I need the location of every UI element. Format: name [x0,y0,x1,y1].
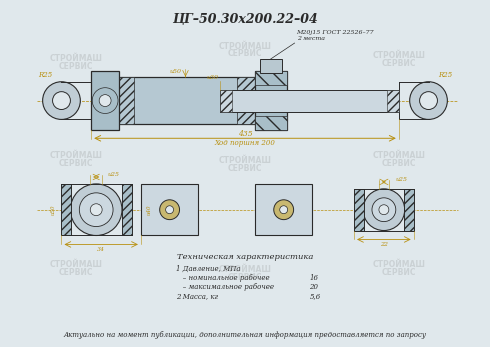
Text: СТРОЙМАШ: СТРОЙМАШ [50,54,103,64]
Text: СЕРВИС: СЕРВИС [382,59,416,68]
Bar [61,184,72,236]
Circle shape [280,206,288,214]
Text: М20ј15 ГОСТ 22526–77
2 места: М20ј15 ГОСТ 22526–77 2 места [296,30,374,41]
Text: СЕРВИС: СЕРВИС [228,163,262,172]
Circle shape [274,200,294,220]
Bar [237,77,255,124]
Circle shape [166,206,173,214]
Text: Актуально на момент публикации, дополнительная информация предоставляется по зап: Актуально на момент публикации, дополнит… [64,331,426,339]
Bar [255,71,287,85]
Text: и25: и25 [108,172,120,177]
Text: R25: R25 [438,71,452,79]
Bar [404,189,414,230]
Circle shape [90,204,102,215]
Text: СЕРВИС: СЕРВИС [59,268,94,277]
Circle shape [410,82,447,119]
Circle shape [372,198,396,222]
Text: СТРОЙМАШ: СТРОЙМАШ [372,51,425,60]
Text: и40: и40 [147,204,151,215]
Text: СЕРВИС: СЕРВИС [228,273,262,282]
Bar [116,77,134,124]
Bar [141,184,198,236]
Text: и50: и50 [170,69,182,74]
Text: Техническая характеристика: Техническая характеристика [177,253,313,261]
Text: и25: и25 [396,177,408,183]
Circle shape [160,200,179,220]
Circle shape [43,82,80,119]
Text: СЕРВИС: СЕРВИС [59,62,94,71]
Text: СЕРВИС: СЕРВИС [382,268,416,277]
Text: 16: 16 [310,274,318,282]
Bar [387,90,399,111]
Circle shape [52,92,71,110]
Text: СТРОЙМАШ: СТРОЙМАШ [372,151,425,160]
Bar [255,117,287,130]
Bar [255,71,287,130]
Text: СЕРВИС: СЕРВИС [228,50,262,58]
Circle shape [79,193,113,227]
Text: СТРОЙМАШ: СТРОЙМАШ [219,155,271,164]
Text: СТРОЙМАШ: СТРОЙМАШ [50,260,103,269]
Text: СЕРВИС: СЕРВИС [59,159,94,168]
Bar [220,90,232,111]
Text: 5,6: 5,6 [310,292,321,300]
Text: – номинальное рабочее: – номинальное рабочее [175,274,269,282]
Text: СТРОЙМАШ: СТРОЙМАШ [50,151,103,160]
Circle shape [379,205,389,215]
Circle shape [99,95,111,107]
Text: 22: 22 [380,242,388,247]
Text: и50: и50 [51,204,56,215]
Text: R25: R25 [39,71,53,79]
Text: СТРОЙМАШ: СТРОЙМАШ [372,260,425,269]
Text: 20: 20 [310,283,318,291]
Bar [116,77,255,124]
Text: 2 Масса, кг: 2 Масса, кг [175,292,218,300]
Text: 1 Давление, МПа: 1 Давление, МПа [175,265,240,273]
Text: 435: 435 [238,130,252,138]
Text: СТРОЙМАШ: СТРОЙМАШ [219,265,271,274]
Circle shape [419,92,438,110]
Bar [220,90,399,111]
Text: 34: 34 [97,247,105,252]
Text: – максимальное рабочее: – максимальное рабочее [175,283,273,291]
Text: Ход поршня 200: Ход поршня 200 [215,139,275,147]
Text: СТРОЙМАШ: СТРОЙМАШ [219,42,271,51]
Text: и30: и30 [206,75,218,80]
Circle shape [363,189,405,230]
Circle shape [71,184,122,236]
Text: ЦГ–50.30х200.22–04: ЦГ–50.30х200.22–04 [172,13,318,26]
Bar [260,59,282,73]
Bar [255,184,313,236]
Bar [91,71,119,130]
Bar [122,184,132,236]
Text: СЕРВИС: СЕРВИС [382,159,416,168]
Bar [354,189,364,230]
